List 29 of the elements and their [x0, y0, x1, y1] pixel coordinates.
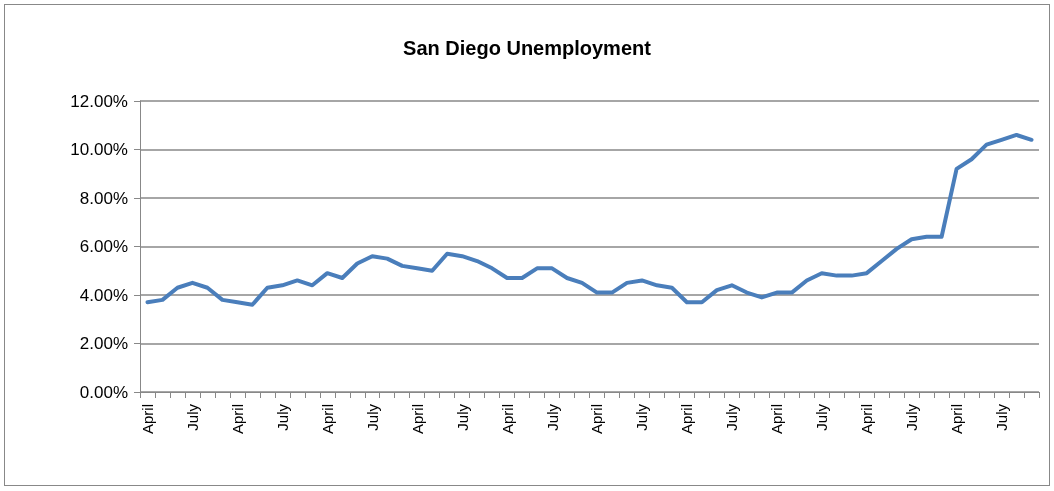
x-tick-label: April	[858, 404, 876, 435]
x-tick-label: July	[723, 403, 741, 431]
x-tick-label: April	[228, 404, 246, 435]
x-tick-label: July	[903, 403, 921, 431]
x-tick-label: July	[273, 403, 291, 431]
x-tick-label: April	[408, 404, 426, 435]
x-tick-label: July	[543, 403, 561, 431]
x-tick-label: July	[363, 403, 381, 431]
y-tick-label: 2.00%	[79, 334, 128, 353]
y-tick-label: 0.00%	[79, 382, 128, 402]
x-tick-label: April	[678, 404, 696, 435]
x-tick-label: July	[183, 403, 201, 431]
y-tick-label: 12.00%	[70, 91, 128, 111]
x-tick-label: April	[318, 404, 336, 435]
x-tick-label: April	[948, 404, 966, 435]
x-tick-label: April	[498, 404, 516, 435]
y-tick-label: 8.00%	[79, 188, 128, 208]
x-tick-label: July	[633, 403, 651, 431]
y-tick-label: 4.00%	[79, 285, 128, 305]
x-tick-label: July	[993, 403, 1011, 431]
x-tick-label: July	[813, 403, 831, 431]
x-tick-label: July	[453, 403, 471, 431]
x-tick-label: April	[768, 404, 786, 435]
x-tick-label: April	[588, 404, 606, 435]
y-tick-label: 6.00%	[79, 237, 128, 256]
line-series	[145, 132, 1034, 307]
chart-title: San Diego Unemployment	[403, 37, 652, 59]
x-tick-label: April	[138, 404, 156, 435]
y-tick-label: 10.00%	[70, 140, 128, 159]
